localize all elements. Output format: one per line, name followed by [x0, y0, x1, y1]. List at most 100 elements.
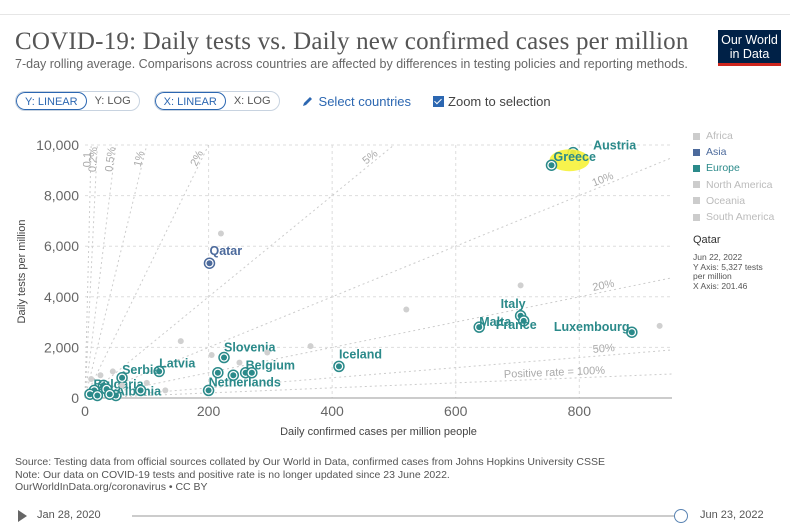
- timeline-start-date: Jan 28, 2020: [37, 509, 101, 521]
- data-point[interactable]: [656, 322, 663, 329]
- data-point[interactable]: [137, 387, 144, 394]
- data-point[interactable]: [217, 230, 224, 237]
- timeline[interactable]: Jan 28, 2020 Jun 23, 2022: [15, 506, 790, 523]
- data-point[interactable]: [88, 376, 95, 383]
- data-point[interactable]: [230, 372, 237, 379]
- play-icon[interactable]: [18, 510, 27, 522]
- data-point[interactable]: [208, 351, 215, 358]
- tooltip-date: Jun 22, 2022: [693, 252, 743, 262]
- point-label-qatar: Qatar: [209, 244, 242, 258]
- positive-rate-line: [84, 277, 673, 399]
- legend-item-north-america[interactable]: North America: [693, 177, 774, 193]
- y-tick-label: 10,000: [36, 137, 79, 153]
- tooltip-x-value: X Axis: 201.46: [693, 280, 748, 291]
- point-label-netherlands: Netherlands: [209, 375, 281, 389]
- y-tick-label: 2,000: [44, 339, 79, 355]
- data-point[interactable]: [205, 387, 212, 394]
- tooltip-panel: Qatar Jun 22, 2022 Y Axis: 5,327 tests p…: [693, 234, 773, 291]
- legend-swatch: [693, 181, 700, 189]
- select-countries-button[interactable]: Select countries: [302, 93, 412, 109]
- legend-item-africa[interactable]: Africa: [693, 128, 774, 144]
- x-log-option[interactable]: X: LOG: [233, 95, 271, 107]
- zoom-to-selection-checkbox[interactable]: Zoom to selection: [433, 94, 551, 109]
- point-label-slovenia: Slovenia: [224, 341, 276, 355]
- point-label-serbia: Serbia: [122, 363, 161, 377]
- data-point[interactable]: [335, 363, 342, 370]
- data-point[interactable]: [86, 391, 93, 398]
- legend-item-south-america[interactable]: South America: [693, 209, 774, 225]
- region-legend: Africa Asia Europe North America Oceania Sout…: [693, 128, 774, 225]
- data-point[interactable]: [517, 282, 524, 289]
- positive-rate-label: 20%: [591, 278, 615, 294]
- data-point[interactable]: [221, 354, 228, 361]
- x-linear-option[interactable]: X: LINEAR: [154, 92, 226, 110]
- chart-controls: Y: LINEAR Y: LOG X: LINEAR X: LOG Select…: [15, 91, 551, 111]
- data-point[interactable]: [628, 329, 635, 336]
- data-point[interactable]: [177, 338, 184, 345]
- data-point[interactable]: [403, 306, 410, 313]
- data-point[interactable]: [307, 343, 314, 350]
- data-point[interactable]: [119, 382, 126, 389]
- y-linear-option[interactable]: Y: LINEAR: [16, 92, 87, 110]
- data-point[interactable]: [206, 260, 213, 267]
- point-label-luxembourg: Luxembourg: [554, 320, 630, 334]
- data-point[interactable]: [143, 379, 150, 386]
- legend-label: Oceania: [706, 194, 746, 207]
- positive-rate-label: 0.5%: [103, 146, 118, 173]
- pencil-icon: [302, 97, 312, 106]
- license-line[interactable]: OurWorldInData.org/coronavirus • CC BY: [15, 481, 208, 493]
- source-line: Source: Testing data from official sourc…: [15, 456, 605, 468]
- note-line: Note: Our data on COVID-19 tests and pos…: [15, 468, 450, 481]
- select-countries-label: Select countries: [318, 93, 412, 109]
- positive-rate-line: [84, 144, 117, 399]
- point-label-malta: Malta: [479, 315, 512, 329]
- legend-item-europe[interactable]: Europe: [693, 160, 774, 176]
- timeline-handle[interactable]: [674, 509, 688, 523]
- y-tick-label: 4,000: [44, 289, 79, 305]
- data-point[interactable]: [520, 317, 527, 324]
- x-tick-label: 200: [197, 403, 221, 419]
- point-label-iceland: Iceland: [339, 347, 382, 361]
- timeline-end-date: Jun 23, 2022: [700, 509, 764, 521]
- data-point[interactable]: [214, 369, 221, 376]
- chart-title: COVID-19: Daily tests vs. Daily new conf…: [15, 28, 689, 55]
- legend-swatch: [693, 197, 700, 205]
- y-tick-label: 6,000: [44, 238, 79, 254]
- positive-rate-line: [84, 144, 98, 399]
- owid-logo[interactable]: Our World in Data: [718, 30, 781, 66]
- data-point[interactable]: [476, 324, 483, 331]
- source-note: Source: Testing data from official sourc…: [15, 456, 605, 494]
- data-point[interactable]: [156, 368, 163, 375]
- data-point[interactable]: [106, 391, 113, 398]
- legend-item-oceania[interactable]: Oceania: [693, 193, 774, 209]
- data-point[interactable]: [97, 372, 104, 379]
- data-point[interactable]: [109, 368, 116, 375]
- positive-rate-label: 0.1: [82, 152, 94, 168]
- y-axis-scale-toggle[interactable]: Y: LINEAR Y: LOG: [15, 91, 140, 111]
- legend-item-asia[interactable]: Asia: [693, 144, 774, 160]
- data-point[interactable]: [236, 359, 243, 366]
- y-log-option[interactable]: Y: LOG: [94, 95, 131, 107]
- positive-rate-line: [84, 144, 92, 399]
- data-point[interactable]: [248, 369, 255, 376]
- scatter-chart[interactable]: 0 2,000 4,000 6,000 8,000 10,000 0 200 400 600 800…: [0, 120, 690, 450]
- point-label-italy: Italy: [501, 297, 526, 311]
- data-point[interactable]: [548, 162, 555, 169]
- positive-rate-line: [84, 144, 395, 399]
- data-point[interactable]: [162, 387, 169, 394]
- x-tick-label: 600: [444, 403, 468, 419]
- positive-rate-line: [84, 144, 148, 399]
- point-label-austria: Austria: [593, 139, 637, 153]
- data-point[interactable]: [94, 392, 101, 399]
- chart-subtitle: 7-day rolling average. Comparisons acros…: [15, 57, 688, 71]
- x-tick-label: 800: [568, 403, 592, 419]
- logo-line2: in Data: [729, 47, 770, 61]
- data-point[interactable]: [264, 349, 271, 356]
- legend-label: Africa: [706, 130, 733, 142]
- x-axis-scale-toggle[interactable]: X: LINEAR X: LOG: [153, 91, 280, 111]
- timeline-track[interactable]: [132, 515, 682, 517]
- data-point[interactable]: [119, 374, 126, 381]
- legend-swatch: [693, 132, 700, 140]
- positive-rate-line: [84, 144, 210, 399]
- highlight-marker: [549, 149, 590, 172]
